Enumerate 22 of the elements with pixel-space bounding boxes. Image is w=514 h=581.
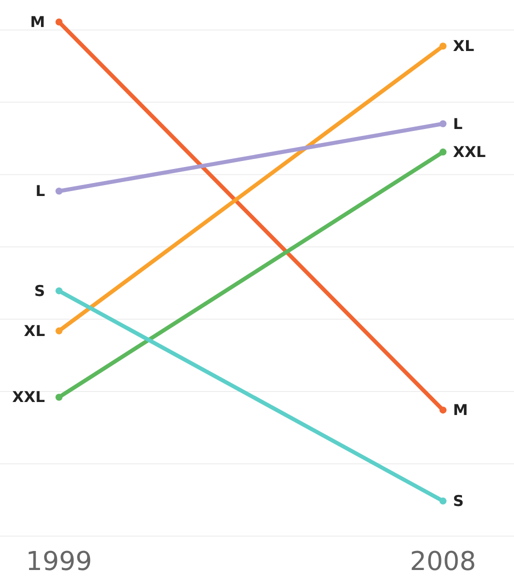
point <box>440 406 446 414</box>
text: M <box>30 13 45 31</box>
text: L <box>35 182 45 200</box>
point <box>440 42 446 50</box>
point <box>56 394 62 401</box>
series-label: S <box>453 492 464 510</box>
point <box>56 287 62 294</box>
point <box>56 188 62 195</box>
text: XL <box>24 322 45 340</box>
series-label: XL <box>453 37 475 56</box>
x-tick-label: 1999 <box>26 547 92 577</box>
x-tick-label: 2008 <box>410 547 476 577</box>
point <box>56 327 62 334</box>
point <box>440 498 446 505</box>
text: XXL <box>12 388 45 406</box>
text: S <box>34 282 45 300</box>
series-label: L <box>453 114 463 133</box>
series-label: M <box>453 401 468 420</box>
point <box>56 18 62 26</box>
point <box>440 148 446 156</box>
point <box>440 120 446 128</box>
series-label: XXL <box>453 143 486 162</box>
